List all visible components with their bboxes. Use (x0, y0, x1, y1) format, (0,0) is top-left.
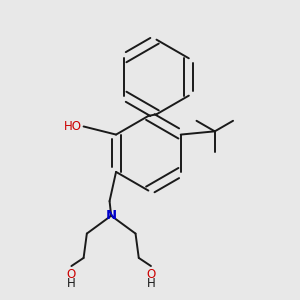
Text: O: O (67, 268, 76, 281)
Text: O: O (146, 268, 156, 281)
Text: H: H (67, 278, 76, 290)
Text: H: H (147, 278, 155, 290)
Text: HO: HO (64, 120, 82, 133)
Text: N: N (106, 209, 117, 222)
